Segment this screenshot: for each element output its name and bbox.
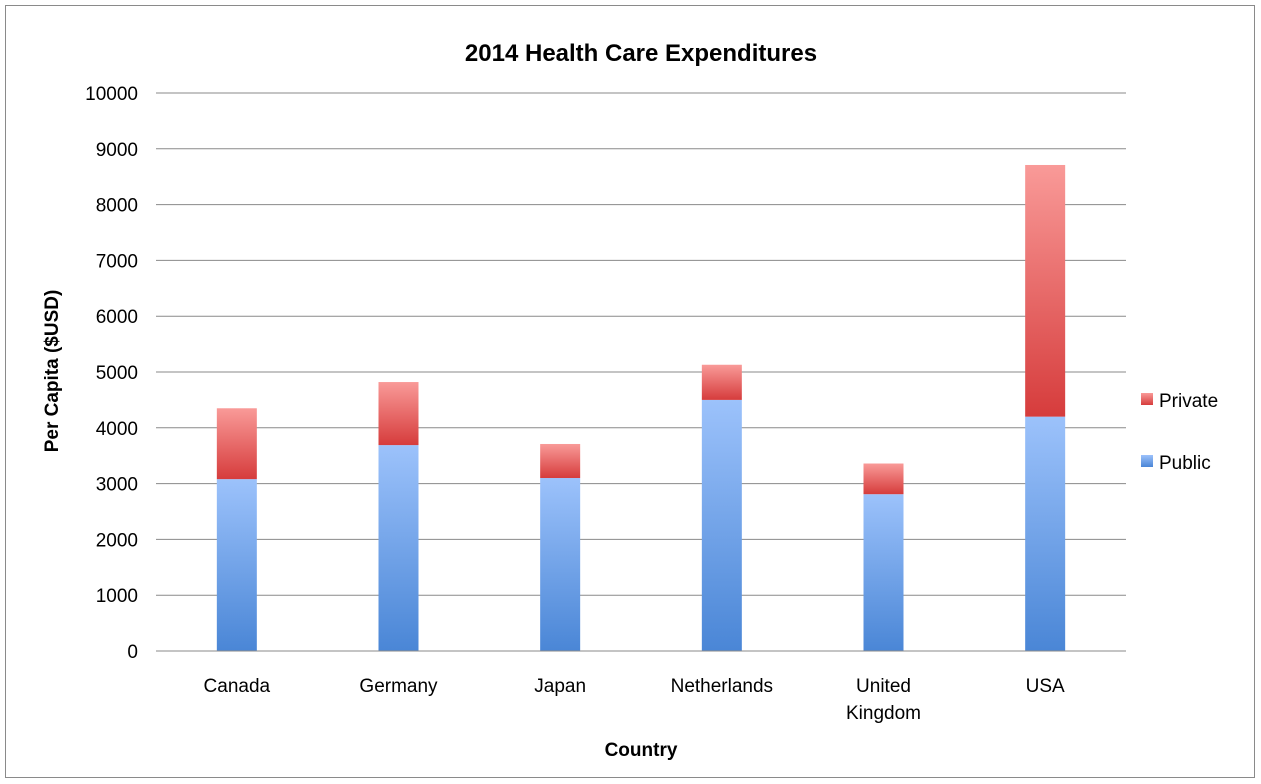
gridlines bbox=[156, 92, 1126, 596]
x-axis-ticks: Canada Germany Japan Netherlands United Kingd… bbox=[204, 676, 1065, 724]
bar-private-japan bbox=[540, 443, 581, 479]
bar-public-usa bbox=[1025, 416, 1066, 651]
legend-label-private: Private bbox=[1159, 391, 1218, 412]
legend-swatch-public bbox=[1141, 455, 1153, 467]
y-tick-label: 8000 bbox=[96, 196, 138, 217]
legend: Private Public bbox=[1141, 391, 1218, 474]
y-axis-title: Per Capita ($USD) bbox=[42, 290, 63, 453]
bar-private-netherlands bbox=[701, 364, 742, 400]
x-axis-title: Country bbox=[605, 740, 678, 761]
y-tick-label: 7000 bbox=[96, 251, 138, 272]
chart-title: 2014 Health Care Expenditures bbox=[465, 40, 817, 67]
y-tick-label: 6000 bbox=[96, 307, 138, 328]
bar-private-united-kingdom bbox=[863, 463, 904, 495]
x-tick-label: Japan bbox=[534, 676, 586, 697]
legend-label-public: Public bbox=[1159, 453, 1211, 474]
y-tick-label: 0 bbox=[127, 642, 138, 663]
legend-swatch-private bbox=[1141, 393, 1153, 405]
y-axis-ticks: 0 1000 2000 3000 4000 5000 6000 7000 8000 9000 100… bbox=[85, 84, 138, 663]
y-tick-label: 10000 bbox=[85, 84, 138, 105]
y-tick-label: 1000 bbox=[96, 586, 138, 607]
x-tick-label: USA bbox=[1026, 676, 1065, 697]
bar-public-germany bbox=[378, 445, 419, 651]
x-tick-label: Netherlands bbox=[671, 676, 773, 697]
y-tick-label: 9000 bbox=[96, 140, 138, 161]
y-tick-label: 5000 bbox=[96, 363, 138, 384]
x-tick-label: United Kingdom bbox=[846, 676, 921, 724]
y-tick-label: 3000 bbox=[96, 475, 138, 496]
y-tick-label: 2000 bbox=[96, 530, 138, 551]
x-tick-label: Canada bbox=[204, 676, 271, 697]
bar-public-netherlands bbox=[701, 399, 742, 651]
y-tick-label: 4000 bbox=[96, 419, 138, 440]
bar-private-germany bbox=[378, 382, 419, 446]
bar-private-canada bbox=[216, 408, 257, 480]
bar-public-canada bbox=[216, 479, 257, 651]
bar-public-united-kingdom bbox=[863, 494, 904, 651]
bar-public-japan bbox=[540, 478, 581, 651]
bars bbox=[216, 164, 1066, 651]
bar-private-usa bbox=[1025, 164, 1066, 417]
x-tick-label: Germany bbox=[359, 676, 438, 697]
